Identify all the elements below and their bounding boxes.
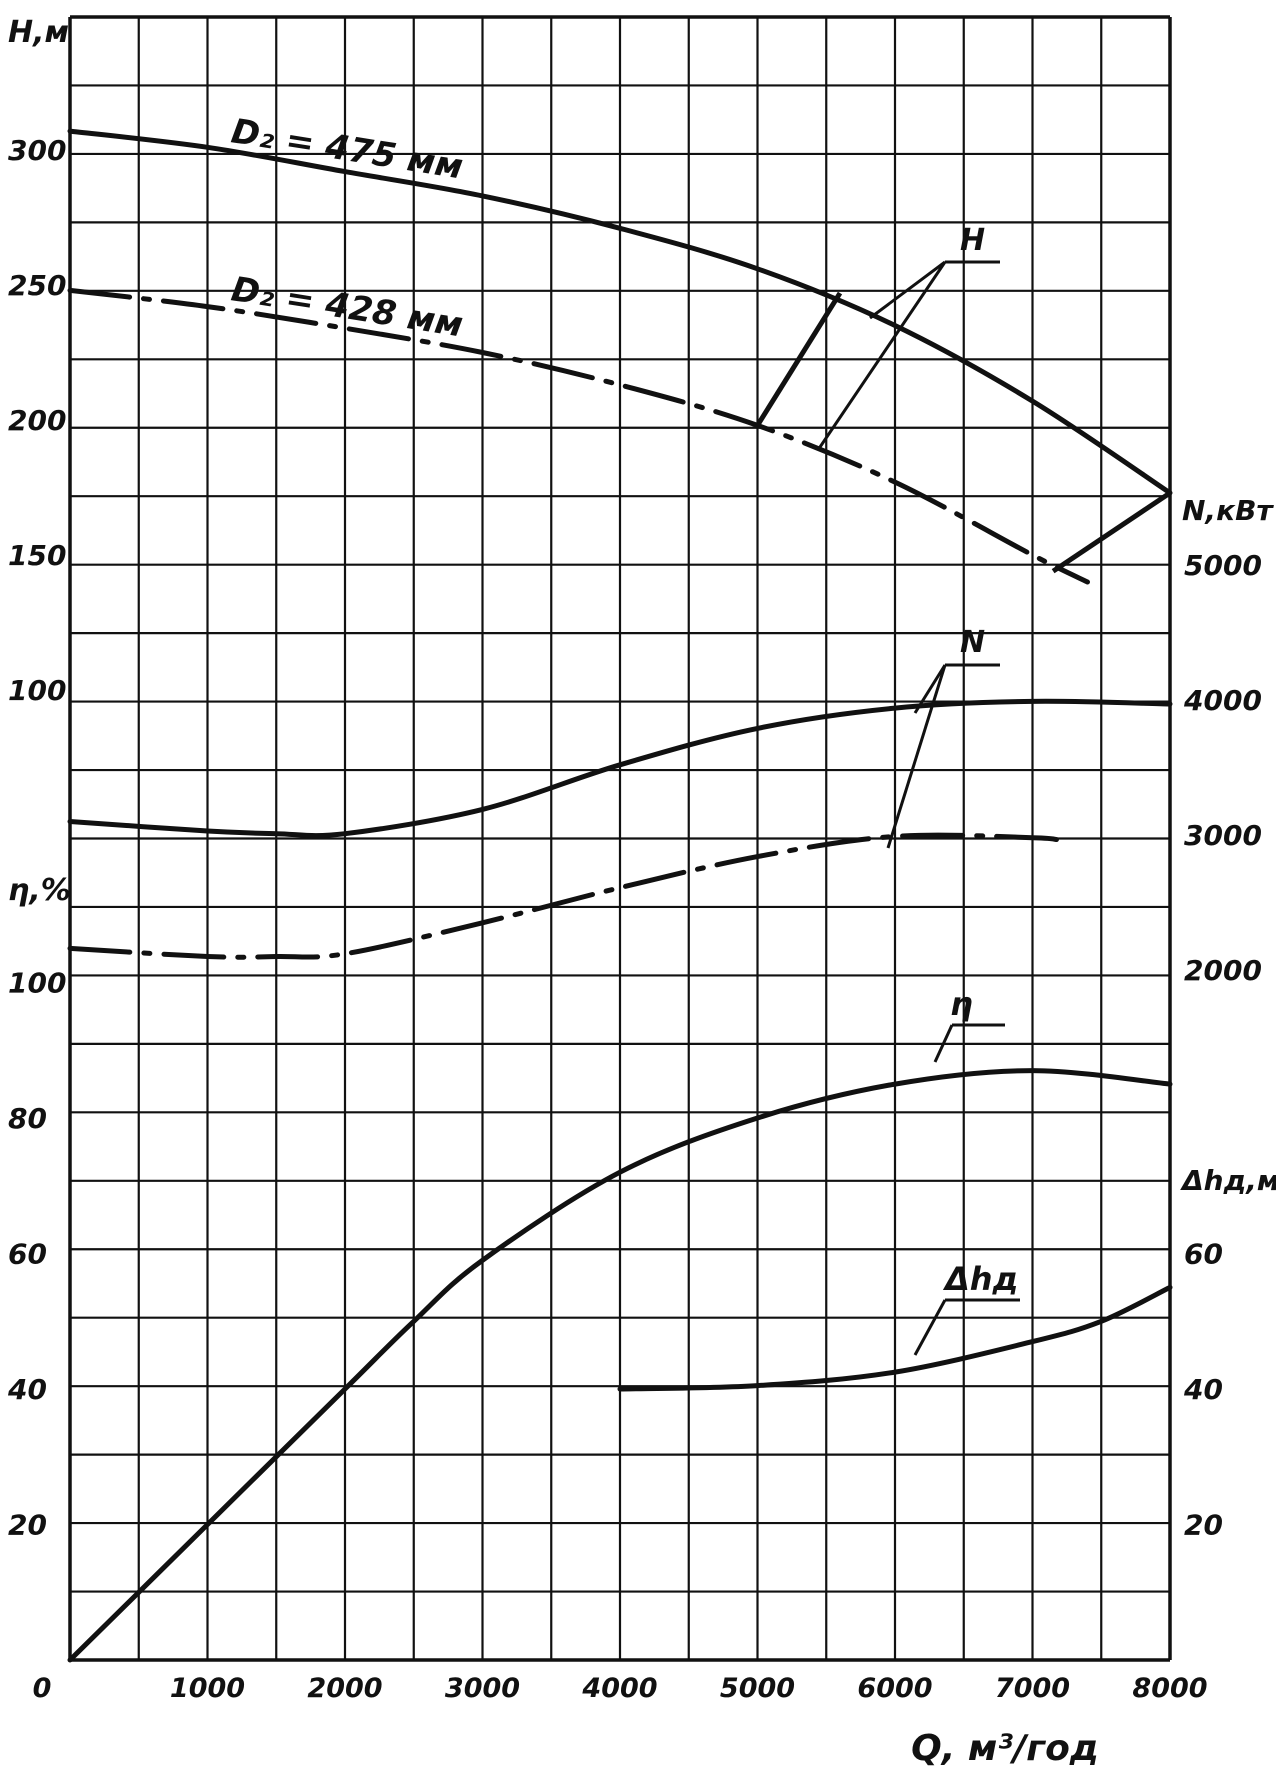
y-tick-label-efficiency: 60: [8, 1238, 47, 1271]
y-tick-label-efficiency: 100: [8, 967, 66, 1000]
x-tick-label: 4000: [581, 1673, 657, 1704]
curve-head-d475: [67, 128, 1173, 496]
y-axis-title-npsh: Δhд,м: [1180, 1164, 1276, 1197]
y-tick-label-efficiency: 40: [7, 1373, 47, 1406]
leader-power-1: [913, 664, 947, 714]
curve-npsh: [617, 1284, 1173, 1392]
x-tick-label: 3000: [445, 1673, 520, 1704]
connector-head-8000: [1051, 490, 1172, 574]
leader-head-2: [816, 261, 947, 451]
annotation-npsh-label: Δhд: [942, 1260, 1018, 1298]
curve-power-d475: [67, 698, 1173, 839]
y-tick-label-npsh: 40: [1183, 1373, 1223, 1406]
y-tick-label-npsh: 60: [1184, 1238, 1223, 1271]
x-axis-title: Q, м³/год: [911, 1728, 1099, 1769]
leader-npsh: [913, 1299, 947, 1356]
annotation-efficiency-label: η: [950, 985, 973, 1023]
x-tick-label: 7000: [995, 1673, 1070, 1704]
y-tick-label-power: 3000: [1184, 819, 1262, 852]
x-tick-label: 2000: [307, 1673, 382, 1704]
annotation-head-label: H: [960, 223, 985, 258]
y-tick-label-head: 250: [8, 269, 66, 302]
y-axis-title-efficiency: η,%: [8, 873, 71, 908]
y-tick-label-power: 2000: [1184, 954, 1262, 987]
x-tick-label: 1000: [170, 1673, 245, 1704]
x-tick-label: 8000: [1132, 1673, 1207, 1704]
y-tick-label-head: 200: [8, 404, 66, 437]
y-tick-label-head: 100: [8, 674, 66, 707]
annotation-d428: D₂ = 428 мм: [229, 269, 466, 345]
x-tick-label: 0: [33, 1673, 52, 1704]
leader-power-2: [886, 664, 947, 849]
curve-efficiency: [67, 1068, 1173, 1663]
y-tick-label-head: 300: [8, 134, 66, 167]
x-tick-label: 6000: [857, 1673, 932, 1704]
annotation-power-label: N: [960, 625, 985, 660]
y-tick-label-efficiency: 80: [8, 1102, 47, 1135]
leader-efficiency: [933, 1024, 954, 1063]
y-tick-label-npsh: 20: [1184, 1509, 1223, 1542]
curve-power-d428: [67, 832, 1063, 960]
leader-head-1: [869, 260, 946, 320]
y-axis-title-head: H,м: [8, 15, 69, 50]
connector-head-5000: [755, 291, 843, 427]
y-tick-label-efficiency: 20: [8, 1509, 47, 1542]
x-tick-label: 5000: [720, 1673, 795, 1704]
y-tick-label-head: 150: [8, 539, 66, 572]
y-tick-label-power: 4000: [1183, 684, 1262, 717]
curve-head-d428: [67, 287, 1090, 585]
annotation-d475: D₂ = 475 мм: [229, 111, 466, 187]
y-axis-title-power: N,кВт: [1182, 494, 1274, 527]
y-tick-label-power: 5000: [1184, 549, 1262, 582]
